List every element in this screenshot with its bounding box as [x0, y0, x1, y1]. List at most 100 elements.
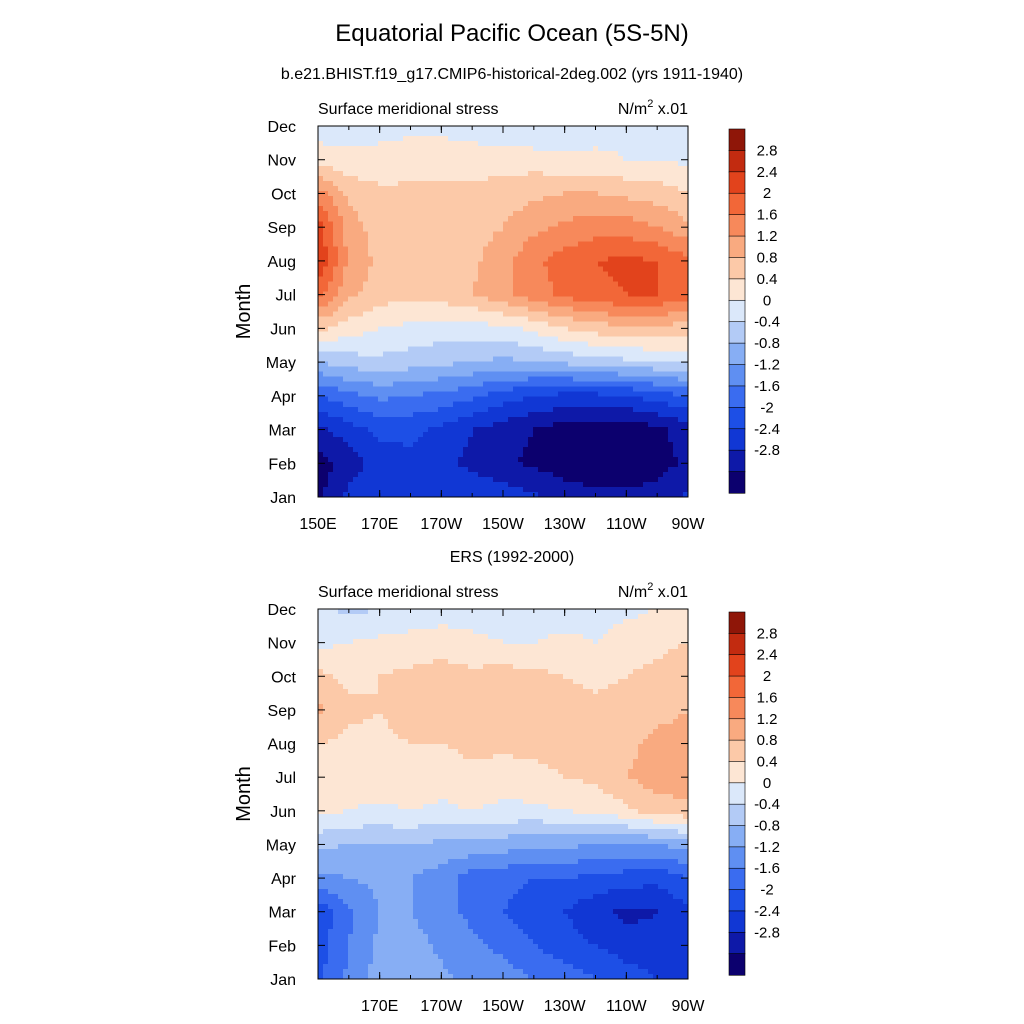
heatmap-cell	[653, 251, 659, 257]
heatmap-cell	[448, 136, 454, 142]
heatmap-cell	[418, 221, 424, 227]
heatmap-cell	[468, 436, 474, 443]
heatmap-cell	[393, 231, 399, 237]
heatmap-cell	[608, 296, 614, 303]
heatmap-cell	[678, 261, 684, 267]
heatmap-cell	[488, 186, 494, 192]
heatmap-cell	[523, 236, 529, 242]
heatmap-cell	[658, 201, 664, 207]
heatmap-cell	[363, 376, 369, 383]
heatmap-cell	[543, 141, 549, 147]
heatmap-cell	[558, 426, 564, 433]
heatmap-cell	[428, 431, 434, 438]
heatmap-cell	[628, 246, 634, 252]
heatmap-cell	[433, 416, 439, 423]
heatmap-cell	[383, 176, 389, 182]
heatmap-cell	[533, 386, 539, 393]
heatmap-cell	[608, 216, 614, 222]
heatmap-cell	[578, 421, 584, 428]
heatmap-cell	[358, 261, 364, 267]
heatmap-cell	[553, 206, 559, 212]
heatmap-cell	[623, 196, 629, 202]
heatmap-cell	[588, 191, 594, 197]
heatmap-cell	[323, 221, 329, 227]
heatmap-cell	[608, 251, 614, 257]
heatmap-cell	[658, 291, 664, 298]
heatmap-cell	[423, 296, 429, 303]
heatmap-cell	[358, 461, 364, 468]
heatmap-cell	[343, 436, 349, 443]
heatmap-cell	[448, 276, 454, 283]
heatmap-cell	[463, 406, 469, 413]
heatmap-cell	[668, 316, 674, 323]
heatmap-cell	[578, 451, 584, 458]
heatmap-cell	[433, 371, 439, 378]
heatmap-cell	[343, 346, 349, 353]
heatmap-cell	[613, 381, 619, 388]
heatmap-cell	[488, 126, 494, 132]
heatmap-cell	[653, 276, 659, 283]
heatmap-cell	[653, 326, 659, 333]
heatmap-cell	[518, 271, 524, 277]
heatmap-cell	[558, 266, 564, 272]
heatmap-cell	[588, 326, 594, 333]
heatmap-cell	[553, 426, 559, 433]
heatmap-cell	[343, 386, 349, 393]
heatmap-cell	[478, 356, 484, 363]
heatmap-cell	[438, 231, 444, 237]
heatmap-cell	[493, 316, 499, 323]
heatmap-cell	[623, 171, 629, 177]
heatmap-cell	[568, 176, 574, 182]
heatmap-cell	[498, 226, 504, 232]
heatmap-cell	[558, 416, 564, 423]
heatmap-cell	[348, 261, 354, 267]
heatmap-cell	[433, 136, 439, 142]
heatmap-cell	[533, 176, 539, 182]
heatmap-cell	[373, 161, 379, 167]
heatmap-cell	[453, 271, 459, 277]
heatmap-cell	[658, 316, 664, 323]
heatmap-cell	[633, 346, 639, 353]
heatmap-cell	[358, 381, 364, 388]
heatmap-cell	[598, 421, 604, 428]
heatmap-cell	[573, 306, 579, 313]
heatmap-cell	[648, 321, 654, 328]
heatmap-cell	[653, 156, 659, 162]
heatmap-cell	[338, 376, 344, 383]
heatmap-cell	[418, 246, 424, 252]
heatmap-cell	[458, 261, 464, 267]
heatmap-cell	[443, 346, 449, 353]
heatmap-cell	[433, 296, 439, 303]
heatmap-cell	[448, 436, 454, 443]
heatmap-cell	[578, 411, 584, 418]
heatmap-cell	[583, 431, 589, 438]
heatmap-cell	[373, 371, 379, 378]
heatmap-cell	[333, 291, 339, 298]
heatmap-cell	[438, 421, 444, 428]
heatmap-cell	[333, 196, 339, 202]
heatmap-cell	[323, 296, 329, 303]
heatmap-cell	[568, 446, 574, 453]
heatmap-cell	[658, 211, 664, 217]
heatmap-cell	[548, 291, 554, 298]
heatmap-cell	[363, 216, 369, 222]
heatmap-cell	[563, 221, 569, 227]
heatmap-cell	[473, 201, 479, 207]
heatmap-cell	[628, 166, 634, 172]
heatmap-cell	[613, 301, 619, 308]
heatmap-cell	[328, 401, 334, 408]
heatmap-cell	[428, 326, 434, 333]
heatmap-cell	[563, 126, 569, 132]
heatmap-cell	[438, 396, 444, 403]
heatmap-cell	[358, 306, 364, 313]
heatmap-cell	[428, 241, 434, 247]
heatmap-cell	[498, 146, 504, 152]
heatmap-cell	[513, 436, 519, 443]
heatmap-cell	[618, 396, 624, 403]
heatmap-cell	[483, 346, 489, 353]
heatmap-cell	[548, 156, 554, 162]
heatmap-cell	[533, 316, 539, 323]
heatmap-cell	[668, 231, 674, 237]
heatmap-cell	[608, 256, 614, 262]
heatmap-cell	[493, 281, 499, 288]
